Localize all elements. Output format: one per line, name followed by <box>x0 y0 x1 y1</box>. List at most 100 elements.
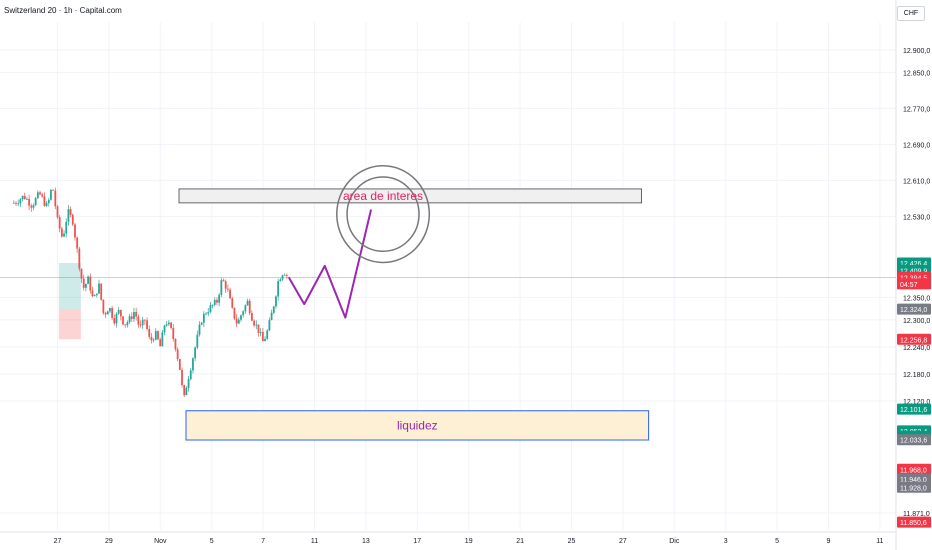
candle <box>152 338 155 343</box>
candle <box>146 317 148 331</box>
candle <box>266 328 269 341</box>
candle <box>52 189 55 191</box>
candle-body <box>34 198 37 206</box>
candle-body <box>176 349 179 360</box>
candle-body <box>89 276 92 291</box>
candle-body <box>163 325 166 333</box>
x-tick-label: 5 <box>775 538 779 545</box>
y-tick-label: 12.610,0 <box>903 178 930 185</box>
candle-body <box>52 189 55 191</box>
candle <box>240 314 242 322</box>
candle <box>172 323 175 342</box>
candle-body <box>119 310 122 317</box>
candle-body <box>128 316 131 323</box>
price-label-text: 12.033,6 <box>900 438 927 445</box>
candle <box>50 189 52 201</box>
candle <box>69 206 72 218</box>
candle <box>211 304 214 309</box>
price-label-badge <box>897 278 931 290</box>
candle <box>183 384 186 397</box>
y-axis[interactable]: 12.900,0 12.850,0 12.770,0 12.690,0 12.610,0… <box>897 48 931 528</box>
candle-body <box>143 319 146 321</box>
candle <box>259 328 262 337</box>
candle-body <box>23 195 26 200</box>
candle <box>281 274 284 282</box>
currency-badge[interactable]: CHF <box>897 6 925 21</box>
candle <box>205 311 207 316</box>
candle <box>235 314 238 328</box>
candle-body <box>65 221 68 234</box>
y-tick-label: 12.530,0 <box>903 214 930 221</box>
candle <box>272 305 275 315</box>
candle <box>261 327 264 342</box>
candle <box>23 192 26 200</box>
candle-body <box>47 199 50 204</box>
x-tick-label: Dic <box>669 538 680 545</box>
interest-zone-label: area de interes <box>343 189 423 203</box>
x-axis[interactable]: 27 29 Nov 5 7 11 13 17 19 21 25 27 Dic 3 5 9 11 <box>54 538 884 545</box>
candle-body <box>69 209 72 215</box>
candle <box>122 316 124 326</box>
chart-title: Switzerland 20 · 1h · Capital.com <box>4 6 122 15</box>
candle-body <box>113 317 116 324</box>
price-label-badge <box>897 463 931 475</box>
x-tick-label: 5 <box>210 538 214 545</box>
candle-body <box>240 315 242 320</box>
candle-body <box>152 339 155 341</box>
candle-body <box>235 318 238 324</box>
candle-body <box>141 319 144 326</box>
candle-body <box>220 280 223 295</box>
candle <box>130 312 133 322</box>
candle-body <box>43 196 46 206</box>
candles <box>12 187 288 397</box>
candle <box>277 278 280 301</box>
candle-body <box>133 312 135 319</box>
candle-body <box>237 319 240 324</box>
candle <box>45 201 48 207</box>
candle <box>218 293 221 307</box>
candle-body <box>58 217 61 229</box>
candle-body <box>109 308 111 312</box>
candle-body <box>19 199 22 204</box>
candle-body <box>84 283 87 288</box>
candle <box>229 287 231 299</box>
candle-body <box>279 279 282 282</box>
candle-body <box>67 209 70 222</box>
y-tick-label: 12.180,0 <box>903 372 930 379</box>
liquidity-zone <box>185 410 650 441</box>
candle <box>220 277 223 298</box>
candle <box>242 310 245 318</box>
candle-body <box>194 347 197 359</box>
zones <box>58 188 650 441</box>
y-tick-label: 12.770,0 <box>903 106 930 113</box>
candle <box>170 321 172 330</box>
candle-body <box>159 339 162 347</box>
candle <box>76 236 79 253</box>
candle <box>192 357 194 374</box>
candle-body <box>161 332 164 347</box>
candle <box>143 319 146 325</box>
candle <box>264 336 266 342</box>
candle-body <box>130 316 133 319</box>
candle <box>224 279 227 293</box>
candle <box>84 283 87 292</box>
candle-body <box>122 316 124 325</box>
candle-body <box>80 268 83 279</box>
candle-body <box>172 327 175 339</box>
x-tick-label: 7 <box>261 538 265 545</box>
candle-body <box>63 233 65 237</box>
candle <box>60 226 63 238</box>
x-tick-label: 27 <box>54 538 62 545</box>
candle <box>185 386 188 396</box>
candle <box>251 310 253 322</box>
candle <box>139 320 142 328</box>
candle-body <box>124 324 127 326</box>
candle <box>100 283 103 301</box>
candle-body <box>102 299 105 314</box>
price-label-text: 12.101,6 <box>900 407 927 414</box>
candle <box>226 284 229 292</box>
candle <box>39 190 41 196</box>
candle <box>168 319 170 327</box>
candle <box>231 296 234 309</box>
